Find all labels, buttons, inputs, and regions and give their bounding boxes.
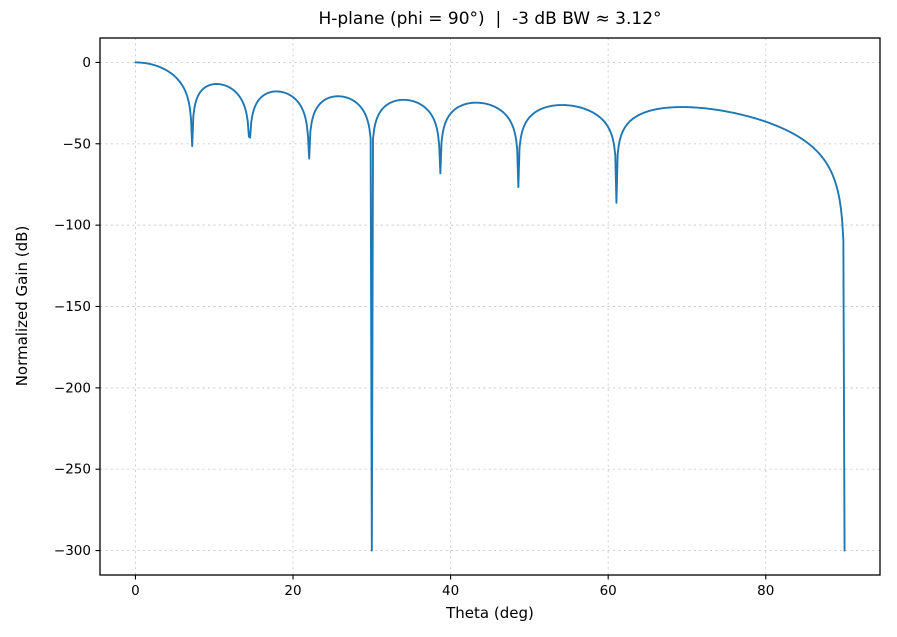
x-tick-label: 80: [757, 583, 774, 599]
x-tick-label: 40: [442, 583, 459, 599]
x-tick-label: 20: [284, 583, 301, 599]
chart-title: H-plane (phi = 90°) | -3 dB BW ≈ 3.12°: [318, 9, 662, 29]
y-tick-label: −200: [54, 380, 91, 396]
y-axis-label: Normalized Gain (dB): [13, 225, 31, 387]
gain-curve: [134, 61, 846, 552]
y-tick-label: 0: [82, 55, 91, 71]
axis-ticks: 0 20 40 60 80 0 −50 −100 −150 −200 −250 −300: [54, 55, 774, 599]
y-tick-label: −250: [54, 462, 91, 478]
y-tick-label: −300: [54, 543, 91, 559]
x-tick-label: 0: [131, 583, 140, 599]
y-tick-label: −150: [54, 299, 91, 315]
grid-lines: [100, 38, 880, 575]
x-axis-label: Theta (deg): [446, 604, 534, 622]
x-tick-label: 60: [600, 583, 617, 599]
y-tick-label: −100: [54, 218, 91, 234]
y-tick-label: −50: [63, 136, 92, 152]
